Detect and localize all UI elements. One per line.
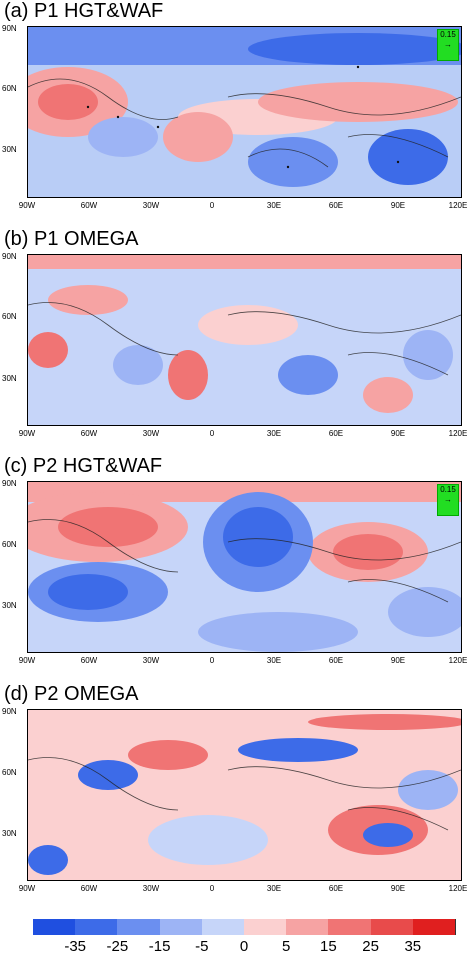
colorbar-label: -35 [64, 938, 87, 955]
colorbar-label: -25 [106, 938, 129, 955]
panel-c-xtick: 90E [390, 656, 406, 665]
colorbar-segment [412, 919, 456, 935]
panel-d-field [28, 710, 461, 880]
colorbar-label: -15 [148, 938, 171, 955]
panel-c-xtick: 120E [448, 656, 468, 665]
panel-a-xtick: 30W [142, 201, 160, 210]
panel-d-ytick-60: 60N [2, 768, 17, 777]
panel-b-xtick: 90W [18, 429, 36, 438]
panel-b-ytick-60: 60N [2, 312, 17, 321]
colorbar-segment [117, 919, 161, 935]
colorbar-label: 35 [404, 938, 422, 955]
panel-b-ytick-30: 30N [2, 374, 17, 383]
panel-b-xtick: 60W [80, 429, 98, 438]
panel-d-xtick: 60W [80, 884, 98, 893]
panel-c-ytick-90: 90N [2, 479, 17, 488]
panel-a-ytick-30: 30N [2, 145, 17, 154]
colorbar-label: 25 [362, 938, 379, 955]
panel-d-map [27, 709, 462, 881]
panel-a-map: 0.15 → [27, 26, 462, 198]
panel-b-map [27, 254, 462, 426]
panel-c-xtick: 90W [18, 656, 36, 665]
panel-b-xtick: 60E [328, 429, 344, 438]
panel-a-xtick: 60E [328, 201, 344, 210]
panel-d-ytick-30: 30N [2, 829, 17, 838]
panel-d-xtick: 0 [209, 884, 215, 893]
panel-a-xtick: 90E [390, 201, 406, 210]
panel-d-xtick: 30W [142, 884, 160, 893]
colorbar-segment [328, 919, 372, 935]
colorbar-segment [286, 919, 330, 935]
panel-b-xtick: 30W [142, 429, 160, 438]
panel-a-xtick: 0 [209, 201, 215, 210]
colorbar-segment [370, 919, 414, 935]
panel-d-title: (d) P2 OMEGA [4, 683, 139, 705]
panel-a-ytick-60: 60N [2, 84, 17, 93]
panel-a-field [28, 27, 461, 197]
colorbar-label: -5 [195, 938, 209, 955]
panel-c-xtick: 30E [266, 656, 282, 665]
panel-a-xtick: 60W [80, 201, 98, 210]
panel-b-xtick: 0 [209, 429, 215, 438]
colorbar-segment [33, 919, 77, 935]
panel-b-field [28, 255, 461, 425]
colorbar-label: 0 [239, 938, 249, 955]
panel-c-reference-vector: 0.15 → [437, 484, 459, 516]
panel-c-ytick-60: 60N [2, 540, 17, 549]
panel-a-ytick-90: 90N [2, 24, 17, 33]
colorbar-segment [201, 919, 245, 935]
colorbar-segment [244, 919, 288, 935]
colorbar [33, 919, 456, 935]
panel-d-xtick: 90W [18, 884, 36, 893]
colorbar-label: 5 [282, 938, 291, 955]
panel-c-xtick: 30W [142, 656, 160, 665]
colorbar-segment [75, 919, 119, 935]
panel-d-xtick: 90E [390, 884, 406, 893]
panel-c-map: 0.15 → [27, 481, 462, 653]
panel-c-title: (c) P2 HGT&WAF [4, 455, 163, 477]
panel-b-ytick-90: 90N [2, 252, 17, 261]
panel-d-xtick: 30E [266, 884, 282, 893]
panel-b-xtick: 120E [448, 429, 468, 438]
panel-d-ytick-90: 90N [2, 707, 17, 716]
panel-d-xtick: 60E [328, 884, 344, 893]
colorbar-segment [159, 919, 203, 935]
panel-c-xtick: 60E [328, 656, 344, 665]
panel-a-reference-vector: 0.15 → [437, 29, 459, 61]
panel-a-title: (a) P1 HGT&WAF [4, 0, 164, 22]
panel-c-xtick: 0 [209, 656, 215, 665]
panel-a-xtick: 30E [266, 201, 282, 210]
panel-b-xtick: 30E [266, 429, 282, 438]
panel-c-xtick: 60W [80, 656, 98, 665]
panel-c-field [28, 482, 461, 652]
panel-d-xtick: 120E [448, 884, 468, 893]
panel-a-xtick: 120E [448, 201, 468, 210]
panel-b-xtick: 90E [390, 429, 406, 438]
colorbar-label: 15 [320, 938, 337, 955]
panel-a-xtick: 90W [18, 201, 36, 210]
panel-b-title: (b) P1 OMEGA [4, 228, 139, 250]
panel-c-ytick-30: 30N [2, 601, 17, 610]
